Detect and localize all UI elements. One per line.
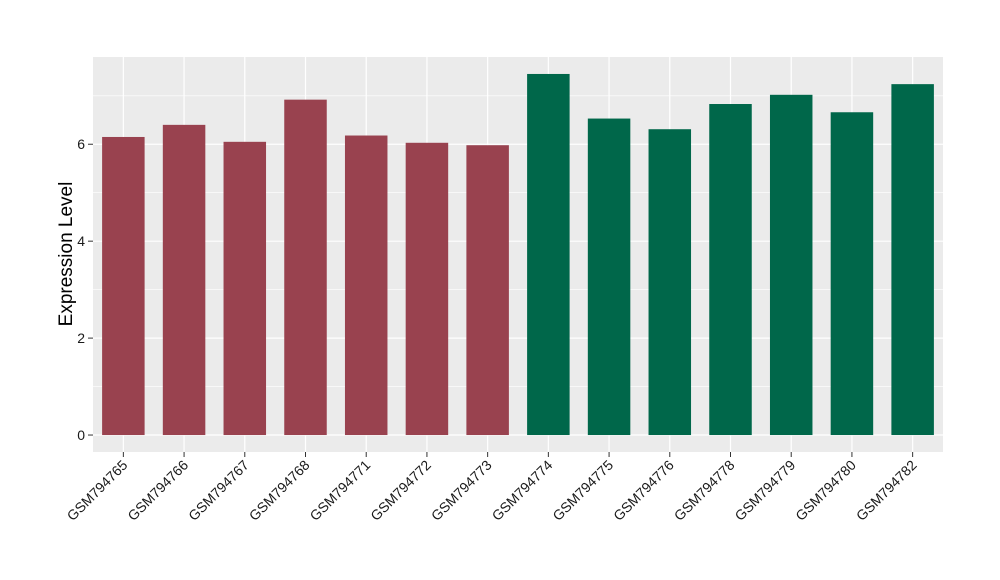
x-tick-label: GSM794771 (306, 457, 373, 524)
bar-GSM794780 (830, 112, 874, 436)
x-tick-label: GSM794774 (489, 457, 556, 524)
x-axis: GSM794765GSM794766GSM794767GSM794768GSM7… (64, 452, 920, 524)
bar-GSM794765 (102, 136, 145, 436)
bar-GSM794779 (769, 94, 813, 436)
bar-GSM794767 (223, 141, 267, 436)
y-tick-label: 0 (77, 427, 85, 443)
x-tick-label: GSM794773 (428, 457, 495, 524)
bars (102, 73, 934, 436)
y-tick-label: 4 (77, 233, 85, 249)
bar-GSM794778 (709, 104, 752, 436)
x-tick-label: GSM794776 (610, 457, 677, 524)
x-tick-label: GSM794782 (853, 457, 920, 524)
x-tick-label: GSM794775 (549, 457, 616, 524)
bar-GSM794768 (284, 99, 327, 436)
x-tick-label: GSM794779 (731, 457, 798, 524)
bar-GSM794782 (891, 84, 934, 436)
x-tick-label: GSM794765 (64, 457, 131, 524)
x-tick-label: GSM794767 (185, 457, 252, 524)
bar-GSM794775 (587, 118, 631, 436)
bar-GSM794772 (405, 142, 449, 436)
bar-GSM794773 (466, 145, 509, 436)
y-axis: 0 2 4 6 (77, 136, 93, 443)
bar-GSM794766 (162, 124, 206, 436)
bar-GSM794774 (527, 73, 570, 436)
x-tick-label: GSM794768 (246, 457, 313, 524)
y-axis-title: Expression Level (56, 182, 77, 327)
plot-panel (93, 57, 943, 452)
y-tick-label: 2 (77, 330, 85, 346)
bar-GSM794771 (344, 135, 388, 436)
x-tick-label: GSM794772 (367, 457, 434, 524)
x-tick-label: GSM794766 (124, 457, 191, 524)
x-tick-label: GSM794778 (671, 457, 738, 524)
x-tick-label: GSM794780 (792, 457, 859, 524)
bar-GSM794776 (648, 129, 692, 436)
y-tick-label: 6 (77, 136, 85, 152)
